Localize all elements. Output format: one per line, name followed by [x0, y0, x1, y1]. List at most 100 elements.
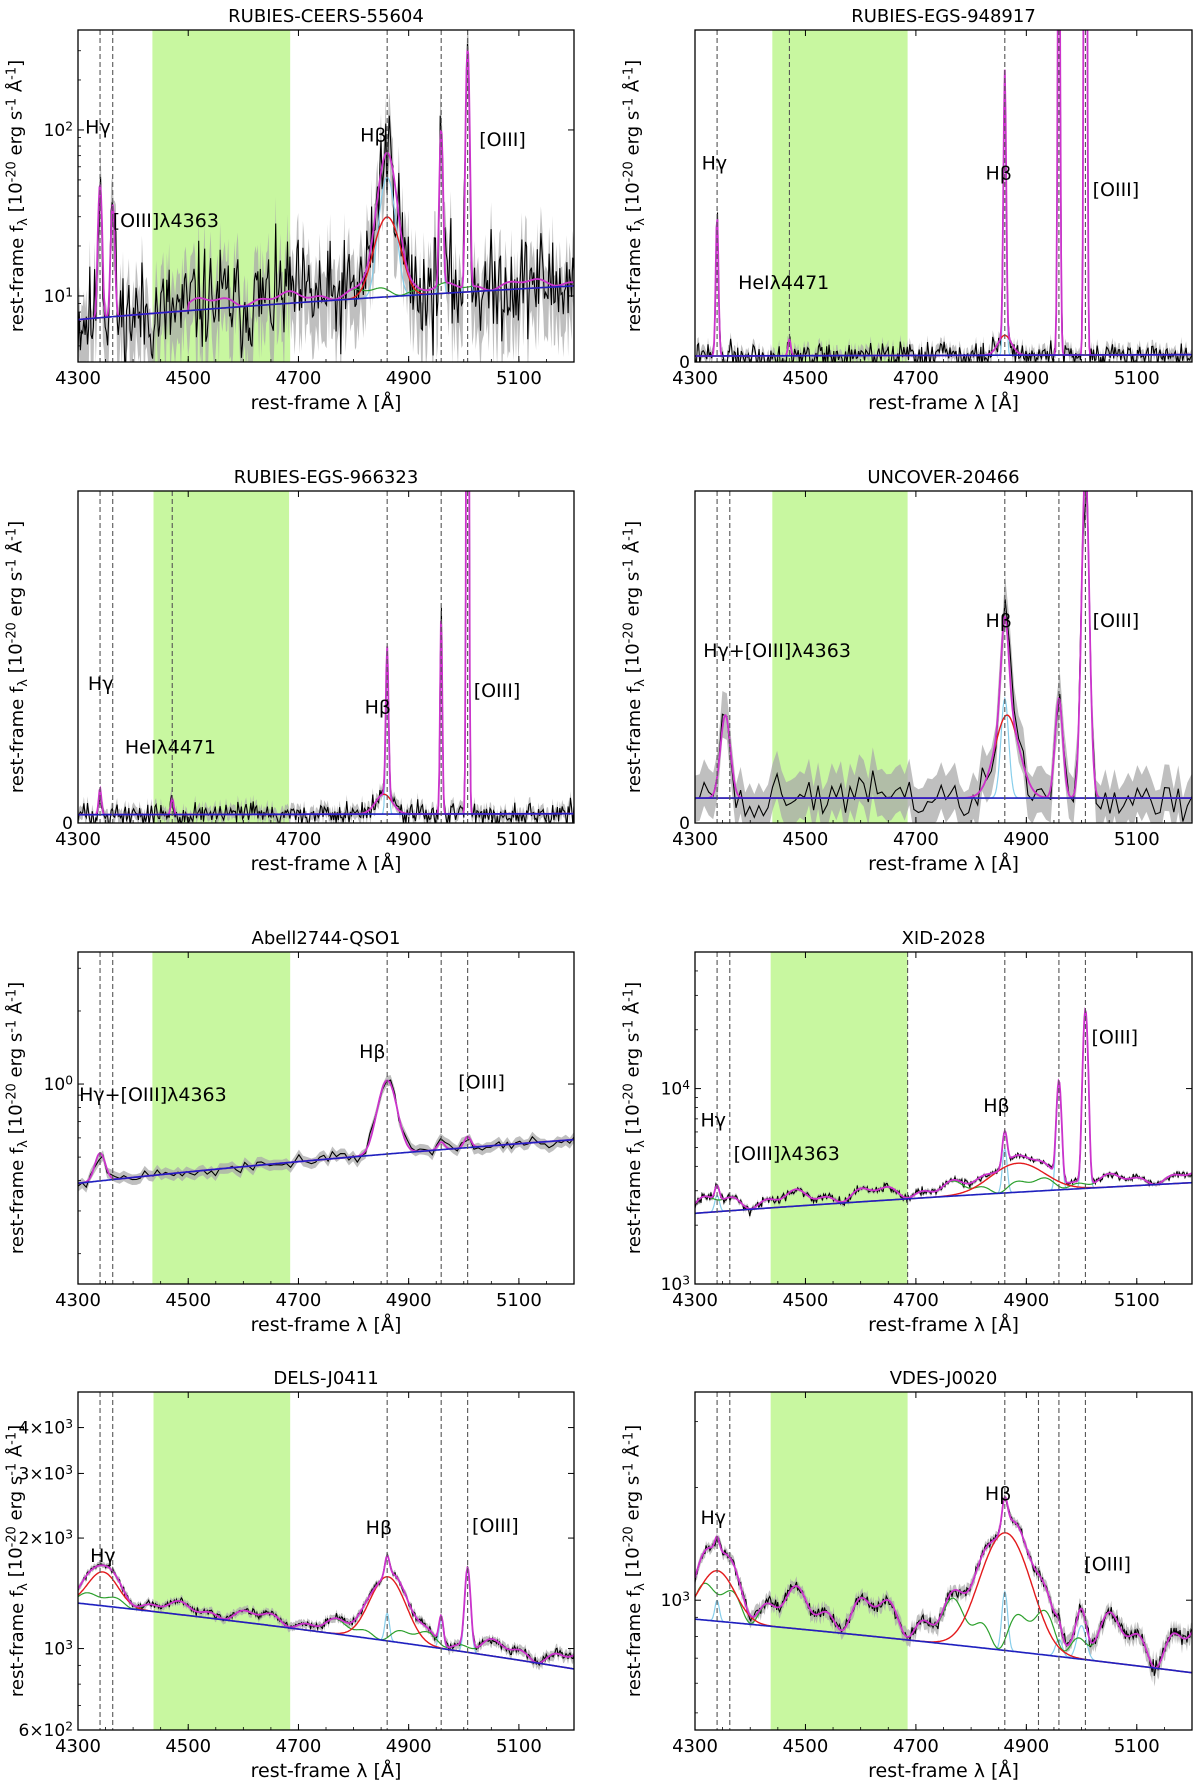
line-label: [OIII]	[479, 129, 526, 151]
y-axis-label: rest-frame fλ [10-20 erg s-1 Å-1]	[621, 521, 648, 793]
x-tick-label: 4900	[1003, 829, 1049, 850]
x-tick-label: 4500	[165, 829, 211, 850]
y-tick-label: 103	[661, 1273, 690, 1295]
narrow-line-model	[695, 491, 1192, 799]
plot-area	[695, 491, 1192, 823]
line-label: [OIII]	[1084, 1554, 1131, 1576]
line-label: Hβ	[365, 696, 391, 718]
observed-spectrum	[78, 43, 574, 362]
x-axis-label: rest-frame λ [Å]	[251, 852, 402, 875]
x-tick-label: 4900	[1003, 1290, 1049, 1311]
x-tick-label: 4700	[276, 1290, 322, 1311]
x-axis-label: rest-frame λ [Å]	[868, 1313, 1019, 1336]
x-tick-label: 4300	[672, 1736, 718, 1757]
x-tick-label: 4700	[893, 1290, 939, 1311]
x-tick-label: 4500	[165, 1736, 211, 1757]
x-tick-label: 5100	[1114, 1736, 1160, 1757]
x-tick-label: 5100	[1114, 829, 1160, 850]
spectrum-panel: RUBIES-EGS-948917 4300 4500 4700 4900 5100 0 Hγ…	[621, 6, 1193, 414]
line-label: Hγ	[88, 673, 114, 695]
spectrum-panel: RUBIES-EGS-966323 4300 4500 4700 4900 5100 0 Hγ…	[4, 467, 575, 875]
panel-title: RUBIES-EGS-966323	[234, 467, 419, 488]
observed-spectrum	[695, 491, 1192, 822]
y-tick-label: 6×102	[19, 1719, 74, 1741]
y-tick-label: 4×103	[19, 1417, 74, 1439]
y-tick-label: 2×103	[19, 1528, 74, 1550]
x-tick-label: 4700	[276, 368, 322, 389]
spectrum-panel: Abell2744-QSO1 4300 4500 4700 4900 5100 100 Hγ+…	[4, 928, 575, 1336]
line-label: HeIλ4471	[738, 272, 829, 294]
spectrum-panel: XID-2028 4300 4500 4700 4900 5100 103 104 Hγ [OII…	[621, 928, 1193, 1336]
y-axis-label: rest-frame fλ [10-20 erg s-1 Å-1]	[4, 1425, 31, 1697]
y-axis-label: rest-frame fλ [10-20 erg s-1 Å-1]	[621, 60, 648, 332]
y-tick-label: 104	[661, 1078, 691, 1100]
y-axis-label: rest-frame fλ [10-20 erg s-1 Å-1]	[4, 982, 31, 1254]
x-tick-label: 4300	[55, 829, 101, 850]
spectrum-panel: RUBIES-CEERS-55604 4300 4500 4700 4900 5100 10…	[4, 6, 575, 414]
uncertainty-band	[78, 1075, 574, 1193]
x-tick-label: 4900	[386, 1290, 432, 1311]
y-tick-label: 0	[679, 353, 690, 373]
total-model	[695, 1496, 1192, 1669]
x-axis-label: rest-frame λ [Å]	[868, 391, 1019, 414]
x-tick-label: 4900	[386, 829, 432, 850]
broad-line-model	[695, 1162, 1192, 1214]
panel-title: RUBIES-CEERS-55604	[228, 6, 424, 27]
uncertainty-band	[78, 30, 574, 362]
y-tick-label: 0	[62, 814, 73, 834]
narrow-line-model	[695, 30, 1192, 357]
panel-title: Abell2744-QSO1	[252, 928, 401, 949]
continuum-model	[78, 1138, 574, 1185]
line-label: Hγ+[OIII]λ4363	[703, 640, 851, 662]
x-tick-label: 4700	[893, 1736, 939, 1757]
spectrum-panel: DELS-J0411 4300 4500 4700 4900 5100 6×102 103 2×…	[4, 1368, 575, 1782]
x-tick-label: 5100	[496, 1290, 542, 1311]
plot-area	[78, 30, 574, 362]
x-tick-label: 4300	[672, 829, 718, 850]
plot-area	[695, 952, 1192, 1284]
total-model	[695, 1007, 1192, 1210]
total-model	[695, 30, 1192, 357]
spectrum-panel: UNCOVER-20466 4300 4500 4700 4900 5100 0 Hγ+[OI…	[621, 467, 1193, 875]
y-axis-label: rest-frame fλ [10-20 erg s-1 Å-1]	[621, 1425, 648, 1697]
y-tick-label: 0	[679, 814, 690, 834]
y-tick-label: 100	[44, 1074, 73, 1096]
panel-title: VDES-J0020	[890, 1368, 998, 1389]
line-label: Hγ	[701, 1507, 727, 1529]
panel-title: UNCOVER-20466	[867, 467, 1019, 488]
line-label: Hβ	[983, 1095, 1009, 1117]
x-tick-label: 4300	[55, 368, 101, 389]
x-tick-label: 4700	[276, 1736, 322, 1757]
y-axis-label: rest-frame fλ [10-20 erg s-1 Å-1]	[621, 982, 648, 1254]
x-tick-label: 5100	[1114, 1290, 1160, 1311]
x-tick-label: 4900	[386, 368, 432, 389]
plot-area	[78, 1392, 574, 1730]
y-axis-label: rest-frame fλ [10-20 erg s-1 Å-1]	[4, 521, 31, 793]
x-tick-label: 5100	[1114, 368, 1160, 389]
uncertainty-band	[695, 491, 1192, 823]
line-label: HeIλ4471	[125, 736, 216, 758]
masked-band	[153, 1392, 291, 1730]
x-tick-label: 4500	[165, 1290, 211, 1311]
x-tick-label: 4500	[783, 1290, 829, 1311]
uncertainty-band	[695, 1493, 1192, 1687]
y-tick-label: 102	[44, 119, 73, 141]
line-label: [OIII]λ4363	[113, 210, 219, 232]
y-tick-label: 3×103	[19, 1463, 74, 1485]
feii-model	[695, 1172, 1192, 1210]
continuum-model	[78, 812, 574, 816]
x-axis-label: rest-frame λ [Å]	[251, 1313, 402, 1336]
axes-frame	[77, 490, 575, 824]
x-tick-label: 4900	[386, 1736, 432, 1757]
y-axis-label: rest-frame fλ [10-20 erg s-1 Å-1]	[4, 60, 31, 332]
plot-area	[695, 30, 1192, 362]
line-label: Hγ+[OIII]λ4363	[79, 1084, 227, 1106]
line-label: Hγ	[701, 1109, 727, 1131]
masked-band	[152, 952, 291, 1284]
line-label: Hγ	[85, 117, 111, 139]
x-axis-label: rest-frame λ [Å]	[251, 391, 402, 414]
panel-title: RUBIES-EGS-948917	[851, 6, 1036, 27]
total-model	[78, 1554, 574, 1664]
line-label: [OIII]	[474, 680, 521, 702]
